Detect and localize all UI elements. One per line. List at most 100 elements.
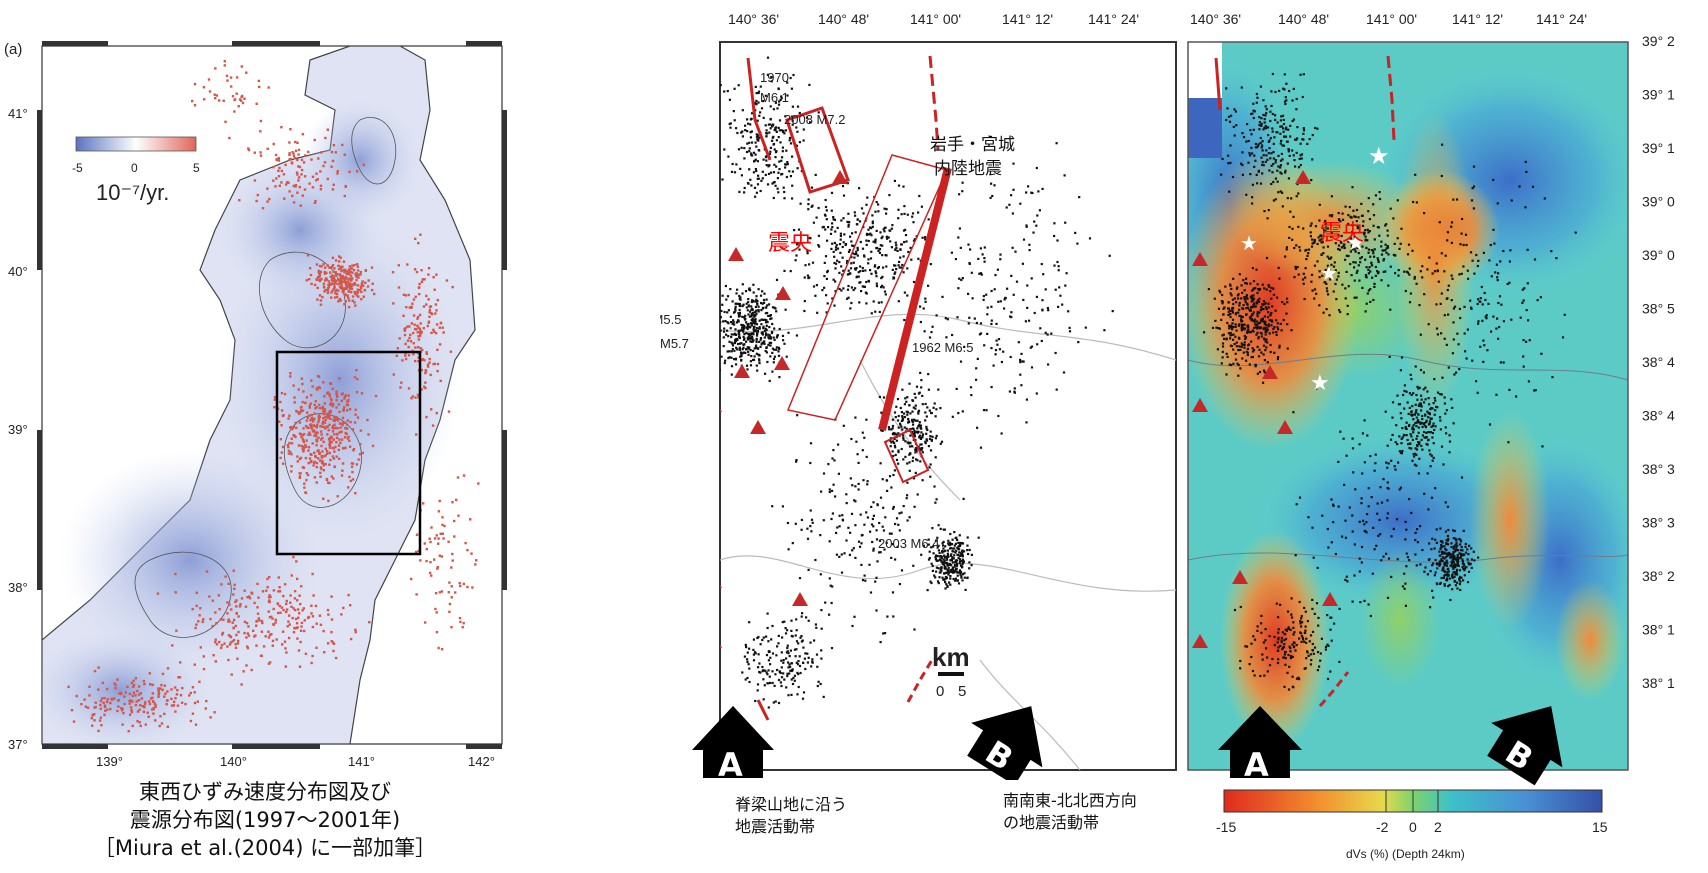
event-dot xyxy=(195,624,197,626)
event-dot xyxy=(765,334,767,336)
event-dot xyxy=(904,456,906,458)
event-dot xyxy=(827,302,829,304)
event-dot xyxy=(299,666,301,668)
event-dot xyxy=(1275,131,1277,133)
event-dot xyxy=(735,127,737,129)
panel-label: (a) xyxy=(4,41,22,58)
event-dot xyxy=(298,444,300,446)
event-dot xyxy=(823,519,825,521)
event-dot xyxy=(791,678,793,680)
event-dot xyxy=(259,151,261,153)
event-dot xyxy=(255,625,257,627)
event-dot xyxy=(957,236,959,238)
event-dot xyxy=(931,563,933,565)
event-dot xyxy=(1384,270,1386,272)
top-lon-label: 140° 36' xyxy=(728,11,779,27)
event-dot xyxy=(437,543,439,545)
event-dot xyxy=(834,267,836,269)
event-dot xyxy=(722,320,724,322)
event-dot xyxy=(434,608,436,610)
event-dot xyxy=(876,230,878,232)
event-dot xyxy=(899,424,901,426)
event-dot xyxy=(1221,294,1223,296)
event-dot xyxy=(986,313,988,315)
event-dot xyxy=(975,367,977,369)
event-dot xyxy=(392,302,394,304)
event-dot xyxy=(1394,272,1396,274)
event-dot xyxy=(111,698,113,700)
event-dot xyxy=(251,669,253,671)
event-dot xyxy=(864,580,866,582)
event-dot xyxy=(1025,421,1027,423)
event-dot xyxy=(166,703,168,705)
event-dot xyxy=(1455,584,1457,586)
lat-label: 39° xyxy=(8,422,28,437)
event-dot xyxy=(432,363,434,365)
event-dot xyxy=(1365,275,1367,277)
event-dot xyxy=(1055,352,1057,354)
event-dot xyxy=(916,427,918,429)
event-dot xyxy=(312,420,314,422)
event-dot xyxy=(350,279,352,281)
event-dot xyxy=(357,289,359,291)
event-dot xyxy=(184,703,186,705)
event-dot xyxy=(777,350,779,352)
event-dot xyxy=(180,694,182,696)
event-dot xyxy=(291,195,293,197)
event-dot xyxy=(952,548,954,550)
event-dot xyxy=(757,175,759,177)
event-dot xyxy=(751,313,753,315)
event-dot xyxy=(1423,431,1425,433)
event-dot xyxy=(909,435,911,437)
event-dot xyxy=(770,105,772,107)
event-dot xyxy=(1302,278,1304,280)
event-dot xyxy=(214,94,216,96)
event-dot xyxy=(1085,327,1087,329)
event-dot xyxy=(977,358,979,360)
event-dot xyxy=(363,296,365,298)
top-lon-label: 141° 24' xyxy=(1536,11,1587,27)
event-dot xyxy=(970,394,972,396)
event-dot xyxy=(336,293,338,295)
event-dot xyxy=(335,390,337,392)
event-dot xyxy=(995,323,997,325)
event-dot xyxy=(1306,143,1308,145)
event-dot xyxy=(283,173,285,175)
event-dot xyxy=(310,461,312,463)
event-dot xyxy=(833,305,835,307)
event-dot xyxy=(917,211,919,213)
event-dot xyxy=(436,534,438,536)
event-dot xyxy=(748,663,750,665)
event-dot xyxy=(771,182,773,184)
event-dot xyxy=(1246,351,1248,353)
event-dot xyxy=(353,301,355,303)
event-dot xyxy=(295,422,297,424)
event-dot xyxy=(1270,351,1272,353)
event-dot xyxy=(347,437,349,439)
event-dot xyxy=(1042,188,1044,190)
event-dot xyxy=(914,393,916,395)
event-dot xyxy=(940,528,942,530)
event-dot xyxy=(344,436,346,438)
event-dot xyxy=(288,154,290,156)
event-dot xyxy=(1240,315,1242,317)
event-dot xyxy=(316,481,318,483)
event-dot xyxy=(742,135,744,137)
event-dot xyxy=(901,569,903,571)
event-dot xyxy=(1226,107,1228,109)
event-dot xyxy=(1246,325,1248,327)
event-dot xyxy=(1392,217,1394,219)
event-dot xyxy=(274,399,276,401)
event-dot xyxy=(300,457,302,459)
event-dot xyxy=(235,612,237,614)
event-dot xyxy=(869,269,871,271)
event-dot xyxy=(1245,194,1247,196)
event-dot xyxy=(754,301,756,303)
event-dot xyxy=(916,431,918,433)
event-dot xyxy=(284,647,286,649)
event-dot xyxy=(945,577,947,579)
event-dot xyxy=(924,419,926,421)
event-dot xyxy=(1012,247,1014,249)
event-dot xyxy=(1026,307,1028,309)
event-dot xyxy=(785,150,787,152)
